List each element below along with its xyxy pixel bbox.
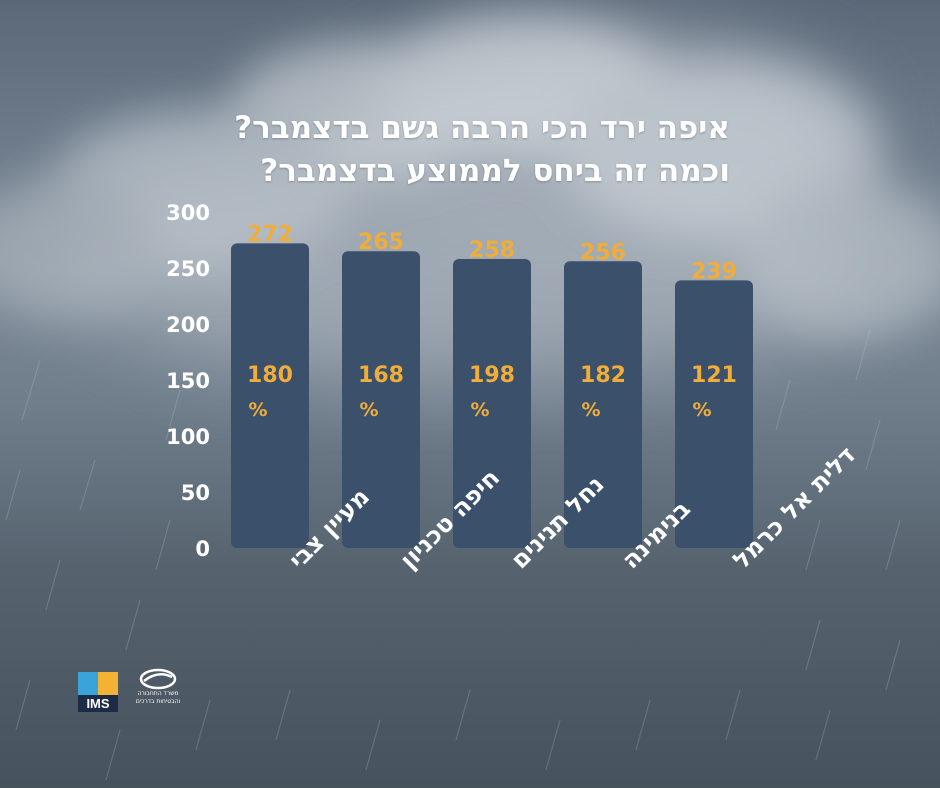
percent-symbol: % [581,399,600,421]
chart-title-line-2: וכמה זה ביחס לממוצע בדצמבר? [260,153,730,189]
y-tick-label: 150 [166,369,210,393]
bar [453,259,531,548]
bar-value-label: 256 [580,240,626,265]
percent-symbol: % [248,399,267,421]
percent-of-average-label: 121 [691,363,737,388]
ministry-logo-text: משרד התחבורה והבטיחות בדרכים [135,690,181,705]
bar [564,261,642,548]
y-tick-label: 100 [166,425,210,449]
ims-logo: IMS [78,672,118,712]
percent-symbol: % [359,399,378,421]
y-tick-label: 250 [166,257,210,281]
ims-logo-text: IMS [78,695,118,712]
y-tick-label: 50 [181,481,210,505]
bar [342,251,420,548]
percent-of-average-label: 198 [469,363,515,388]
bar-value-label: 272 [247,222,293,247]
bar-value-label: 258 [469,238,515,263]
y-tick-label: 200 [166,313,210,337]
chart-title-line-1: איפה ירד הכי הרבה גשם בדצמבר? [234,110,730,146]
y-tick-label: 0 [195,537,210,561]
bar-value-label: 239 [691,259,737,284]
ministry-emblem-icon [139,668,177,690]
bar [231,243,309,549]
percent-of-average-label: 182 [580,363,626,388]
ministry-of-transport-logo: משרד התחבורה והבטיחות בדרכים [132,668,184,714]
percent-symbol: % [470,399,489,421]
percent-of-average-label: 180 [247,363,293,388]
percent-symbol: % [692,399,711,421]
bar-value-label: 265 [358,230,404,255]
percent-of-average-label: 168 [358,363,404,388]
y-tick-label: 300 [166,201,210,225]
bar [675,280,753,548]
